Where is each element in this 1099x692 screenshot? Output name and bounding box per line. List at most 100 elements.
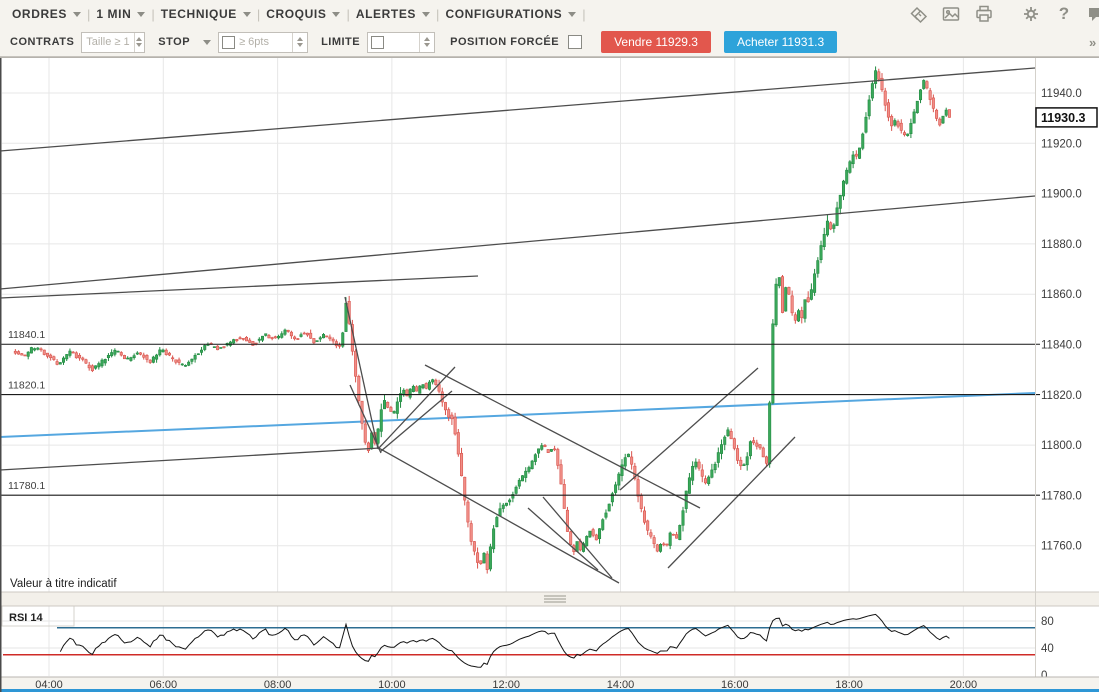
menu-croquis[interactable]: CROQUIS bbox=[266, 7, 341, 21]
rsi-tick-label: 40 bbox=[1041, 643, 1054, 655]
bottom-status-bar bbox=[0, 689, 1099, 692]
chevron-down-icon bbox=[72, 12, 81, 17]
candlestick-series bbox=[13, 66, 951, 574]
price-chart[interactable]: 11840.1 11820.1 11780.1 11940.0 11920.0 1190… bbox=[0, 57, 1099, 692]
rsi-line bbox=[59, 613, 950, 668]
trendline bbox=[542, 496, 613, 579]
level-label: 11780.1 bbox=[8, 480, 45, 492]
chevron-down-icon bbox=[332, 12, 341, 17]
rsi-tick-label: 0 bbox=[1041, 670, 1047, 682]
menu-ordres[interactable]: ORDRES bbox=[12, 7, 81, 21]
trendline bbox=[344, 296, 379, 450]
menu-separator: | bbox=[256, 6, 261, 22]
trendline bbox=[0, 275, 479, 299]
buy-button[interactable]: Acheter 11931.3 bbox=[723, 31, 838, 53]
drawing-trendlines[interactable] bbox=[0, 67, 1036, 584]
price-tick-label: 11860.0 bbox=[1041, 289, 1082, 301]
menu-separator: | bbox=[151, 6, 155, 22]
stop-stepper[interactable] bbox=[292, 32, 307, 52]
time-tick-label: 14:00 bbox=[607, 679, 635, 691]
price-tick-label: 11940.0 bbox=[1041, 88, 1082, 100]
stop-distance-input[interactable]: ≥ 6pts bbox=[218, 31, 309, 53]
trendline bbox=[424, 364, 701, 509]
trendline bbox=[667, 436, 796, 569]
menu-configurations[interactable]: CONFIGURATIONS bbox=[445, 7, 577, 21]
level-label: 11840.1 bbox=[8, 329, 45, 341]
menu-separator: | bbox=[582, 6, 586, 22]
comment-icon[interactable] bbox=[1087, 4, 1099, 24]
time-tick-label: 20:00 bbox=[950, 679, 978, 691]
menu-technique[interactable]: TECHNIQUE bbox=[161, 7, 251, 21]
trendline bbox=[379, 390, 453, 453]
print-icon[interactable] bbox=[974, 4, 994, 24]
trendline bbox=[527, 507, 599, 571]
trendline bbox=[619, 367, 759, 491]
chevron-down-icon bbox=[242, 12, 251, 17]
level-label: 11820.1 bbox=[8, 380, 45, 392]
contract-size-input[interactable]: Taille ≥ 1 bbox=[81, 31, 146, 53]
size-stepper[interactable] bbox=[133, 32, 145, 52]
menu-timeframe[interactable]: 1 MIN bbox=[96, 7, 146, 21]
limit-distance-input[interactable] bbox=[367, 31, 436, 53]
sell-button[interactable]: Vendre 11929.3 bbox=[601, 31, 711, 53]
chevron-down-icon bbox=[422, 12, 431, 17]
stop-checkbox[interactable] bbox=[222, 35, 236, 49]
time-tick-label: 06:00 bbox=[150, 679, 178, 691]
trendline bbox=[376, 446, 620, 584]
menu-separator: | bbox=[346, 6, 350, 22]
limit-stepper[interactable] bbox=[419, 32, 434, 52]
chevron-down-icon bbox=[568, 12, 577, 17]
price-axis[interactable]: 11940.0 11920.0 11900.0 11880.0 11860.0 11840… bbox=[1035, 58, 1098, 682]
time-tick-label: 16:00 bbox=[721, 679, 749, 691]
price-tick-label: 11840.0 bbox=[1041, 340, 1082, 352]
trendline bbox=[0, 195, 1036, 290]
price-tick-label: 11880.0 bbox=[1041, 239, 1082, 251]
current-price-box bbox=[1035, 107, 1098, 128]
price-tick-label: 11900.0 bbox=[1041, 189, 1082, 201]
image-icon[interactable] bbox=[941, 4, 961, 24]
menu-alertes[interactable]: ALERTES bbox=[356, 7, 431, 21]
time-tick-label: 10:00 bbox=[378, 679, 406, 691]
rsi-tick-label: 80 bbox=[1041, 616, 1054, 628]
forced-position-label: POSITION FORCÉE bbox=[450, 36, 560, 48]
panel-collapse-icon[interactable]: » bbox=[1089, 34, 1097, 50]
order-bar: CONTRATS Taille ≥ 1 STOP ≥ 6pts LIMITE P… bbox=[0, 28, 1099, 57]
time-tick-label: 04:00 bbox=[35, 679, 63, 691]
toolbar-icons: ? bbox=[908, 4, 1099, 24]
chart-frame bbox=[0, 57, 1099, 692]
price-tick-label: 11800.0 bbox=[1041, 440, 1082, 452]
trendline bbox=[0, 67, 1036, 152]
stop-label: STOP bbox=[158, 36, 191, 48]
pane-separator[interactable] bbox=[1, 591, 1099, 607]
gear-icon[interactable] bbox=[1021, 4, 1041, 24]
blue-trendline[interactable] bbox=[0, 392, 1036, 438]
time-axis[interactable]: 04:00 06:00 08:00 10:00 12:00 14:00 16:00 18:00… bbox=[0, 676, 1099, 692]
limit-checkbox[interactable] bbox=[371, 35, 385, 49]
time-tick-label: 12:00 bbox=[492, 679, 520, 691]
horizontal-levels[interactable]: 11840.1 11820.1 11780.1 bbox=[1, 329, 1040, 496]
tags-icon[interactable] bbox=[908, 4, 928, 24]
contracts-label: CONTRATS bbox=[10, 36, 75, 48]
price-tick-label: 11760.0 bbox=[1041, 541, 1082, 553]
limit-label: LIMITE bbox=[321, 36, 361, 48]
menu-separator: | bbox=[436, 6, 440, 22]
time-tick-label: 08:00 bbox=[264, 679, 292, 691]
indicative-value-note: Valeur à titre indicatif bbox=[10, 578, 117, 590]
chart-gridlines bbox=[2, 58, 1035, 676]
forced-position-checkbox[interactable] bbox=[568, 35, 583, 49]
chevron-down-icon bbox=[137, 12, 146, 17]
price-tick-label: 11820.0 bbox=[1041, 390, 1082, 402]
trendline bbox=[377, 366, 456, 450]
rsi-label: RSI 14 bbox=[9, 612, 44, 624]
chevron-down-icon[interactable] bbox=[203, 40, 212, 45]
time-tick-label: 18:00 bbox=[835, 679, 863, 691]
menu-separator: | bbox=[86, 6, 91, 22]
help-icon[interactable]: ? bbox=[1058, 4, 1070, 23]
current-price-label: 11930.3 bbox=[1041, 111, 1086, 125]
menu-bar: ORDRES | 1 MIN | TECHNIQUE | CROQUIS | A… bbox=[0, 0, 1099, 28]
price-tick-label: 11780.0 bbox=[1041, 490, 1082, 502]
trendline bbox=[349, 384, 382, 454]
trendline bbox=[0, 447, 381, 471]
price-tick-label: 11920.0 bbox=[1041, 138, 1082, 150]
